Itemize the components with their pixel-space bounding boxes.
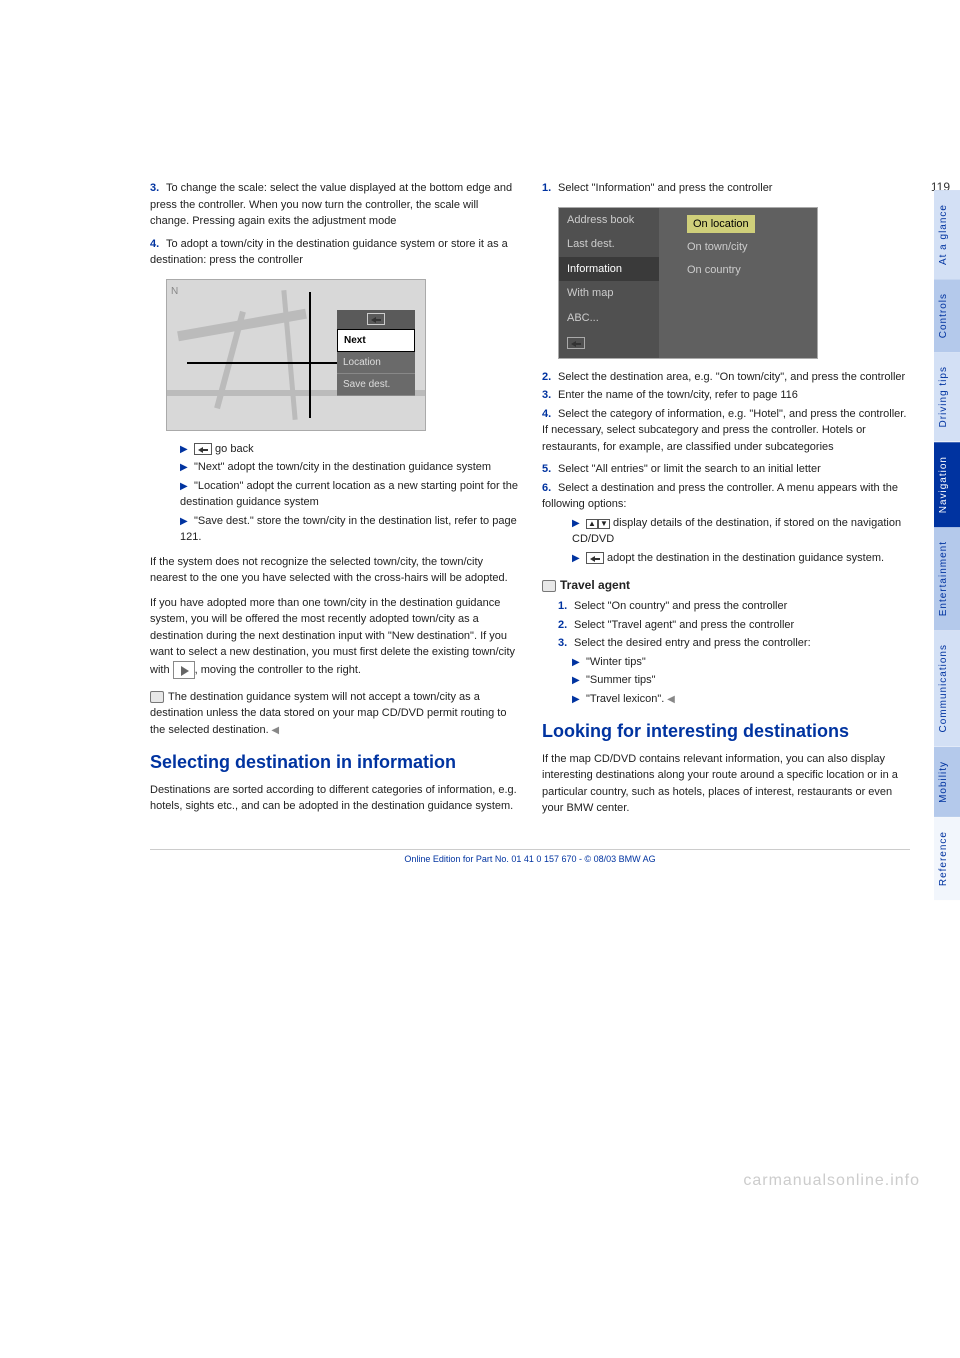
menu-on-town[interactable]: On town/city bbox=[679, 236, 817, 259]
bullet-back-adopt: ▶ adopt the destination in the destinati… bbox=[542, 550, 910, 567]
back-icon bbox=[194, 443, 212, 455]
menu-on-country[interactable]: On country bbox=[679, 259, 817, 282]
t-step2: 2.Select "Travel agent" and press the co… bbox=[542, 617, 910, 634]
bullet-save: ▶"Save dest." store the town/city in the… bbox=[150, 513, 518, 546]
tab-navigation[interactable]: Navigation bbox=[934, 442, 960, 527]
tab-entertainment[interactable]: Entertainment bbox=[934, 527, 960, 630]
arrow-icon: ▶ bbox=[180, 442, 194, 457]
t-b3: ▶"Travel lexicon". ◀ bbox=[542, 691, 910, 708]
note-icon bbox=[150, 691, 164, 703]
arrow-icon: ▶ bbox=[572, 516, 586, 531]
heading-looking-interesting: Looking for interesting destinations bbox=[542, 721, 910, 743]
arrow-icon: ▶ bbox=[572, 692, 586, 707]
para-info: Destinations are sorted according to dif… bbox=[150, 782, 518, 815]
map-menu-next[interactable]: Next bbox=[337, 329, 415, 352]
step-4: 4.To adopt a town/city in the destinatio… bbox=[150, 236, 518, 269]
c2-step1: 1.Select "Information" and press the con… bbox=[542, 180, 910, 197]
side-tabs: At a glance Controls Driving tips Naviga… bbox=[934, 190, 960, 900]
map-context-menu: Next Location Save dest. bbox=[337, 310, 415, 396]
end-triangle-icon: ◀ bbox=[664, 694, 674, 705]
menu-on-location[interactable]: On location bbox=[679, 212, 817, 237]
para-multiple: If you have adopted more than one town/c… bbox=[150, 595, 518, 679]
menu-with-map[interactable]: With map bbox=[559, 281, 659, 306]
c2-step3: 3.Enter the name of the town/city, refer… bbox=[542, 387, 910, 404]
right-column: 1.Select "Information" and press the con… bbox=[542, 180, 910, 819]
menu-abc[interactable]: ABC... bbox=[559, 306, 659, 331]
watermark: carmanualsonline.info bbox=[743, 1172, 920, 1190]
end-triangle-icon: ◀ bbox=[269, 725, 279, 736]
tab-reference[interactable]: Reference bbox=[934, 817, 960, 900]
tab-communications[interactable]: Communications bbox=[934, 630, 960, 746]
play-icon bbox=[173, 661, 195, 679]
arrow-icon: ▶ bbox=[572, 551, 586, 566]
menu-last-dest[interactable]: Last dest. bbox=[559, 232, 659, 257]
tab-controls[interactable]: Controls bbox=[934, 279, 960, 352]
left-column: 3.To change the scale: select the value … bbox=[150, 180, 518, 819]
t-step1: 1.Select "On country" and press the cont… bbox=[542, 598, 910, 615]
t-b1: ▶"Winter tips" bbox=[542, 654, 910, 671]
arrow-icon: ▶ bbox=[180, 514, 194, 529]
c2-step2: 2.Select the destination area, e.g. "On … bbox=[542, 369, 910, 386]
tab-at-a-glance[interactable]: At a glance bbox=[934, 190, 960, 279]
figure-map: N Next Location Save dest. bbox=[166, 279, 426, 431]
step-3: 3.To change the scale: select the value … bbox=[150, 180, 518, 230]
num-4: 4. bbox=[150, 236, 166, 253]
updown-icon: ▲▼ bbox=[586, 515, 610, 532]
arrow-icon: ▶ bbox=[572, 673, 586, 688]
menu-information[interactable]: Information bbox=[559, 257, 659, 282]
para-recognize: If the system does not recognize the sel… bbox=[150, 554, 518, 587]
map-screenshot: N Next Location Save dest. bbox=[167, 280, 425, 430]
map-menu-save[interactable]: Save dest. bbox=[337, 374, 415, 396]
c2-step6: 6.Select a destination and press the con… bbox=[542, 480, 910, 513]
info-menu-right-panel: On location On town/city On country bbox=[659, 208, 817, 282]
num-3: 3. bbox=[150, 180, 166, 197]
para-interesting: If the map CD/DVD contains relevant info… bbox=[542, 751, 910, 817]
bullet-goback: ▶ go back bbox=[150, 441, 518, 458]
tab-mobility[interactable]: Mobility bbox=[934, 747, 960, 817]
bullet-updown: ▶▲▼ display details of the destination, … bbox=[542, 515, 910, 548]
c2-step4: 4.Select the category of information, e.… bbox=[542, 406, 910, 456]
footer-copyright: Online Edition for Part No. 01 41 0 157 … bbox=[150, 849, 910, 864]
note-block: The destination guidance system will not… bbox=[150, 689, 518, 739]
t-b2: ▶"Summer tips" bbox=[542, 672, 910, 689]
figure-info-menu: Address book Last dest. Information With… bbox=[558, 207, 818, 359]
c2-step5: 5.Select "All entries" or limit the sear… bbox=[542, 461, 910, 478]
arrow-icon: ▶ bbox=[180, 479, 194, 494]
menu-address-book[interactable]: Address book bbox=[559, 208, 659, 233]
note-icon bbox=[542, 580, 556, 592]
t-step3: 3.Select the desired entry and press the… bbox=[542, 635, 910, 652]
bullet-location: ▶"Location" adopt the current location a… bbox=[150, 478, 518, 511]
info-menu-left-panel: Address book Last dest. Information With… bbox=[559, 208, 659, 358]
content-columns: 3.To change the scale: select the value … bbox=[150, 180, 910, 819]
north-indicator: N bbox=[171, 284, 178, 299]
arrow-icon: ▶ bbox=[572, 655, 586, 670]
info-menu-back-icon[interactable] bbox=[567, 335, 585, 352]
info-menu-screenshot: Address book Last dest. Information With… bbox=[559, 208, 817, 358]
back-icon bbox=[586, 552, 604, 564]
subheading-travel-agent: Travel agent bbox=[542, 576, 910, 594]
bullet-next: ▶"Next" adopt the town/city in the desti… bbox=[150, 459, 518, 476]
tab-driving-tips[interactable]: Driving tips bbox=[934, 352, 960, 441]
page-container: 119 3.To change the scale: select the va… bbox=[0, 0, 960, 1200]
heading-selecting-destination: Selecting destination in information bbox=[150, 752, 518, 774]
map-menu-back-icon[interactable] bbox=[337, 310, 415, 329]
map-menu-location[interactable]: Location bbox=[337, 352, 415, 374]
arrow-icon: ▶ bbox=[180, 460, 194, 475]
